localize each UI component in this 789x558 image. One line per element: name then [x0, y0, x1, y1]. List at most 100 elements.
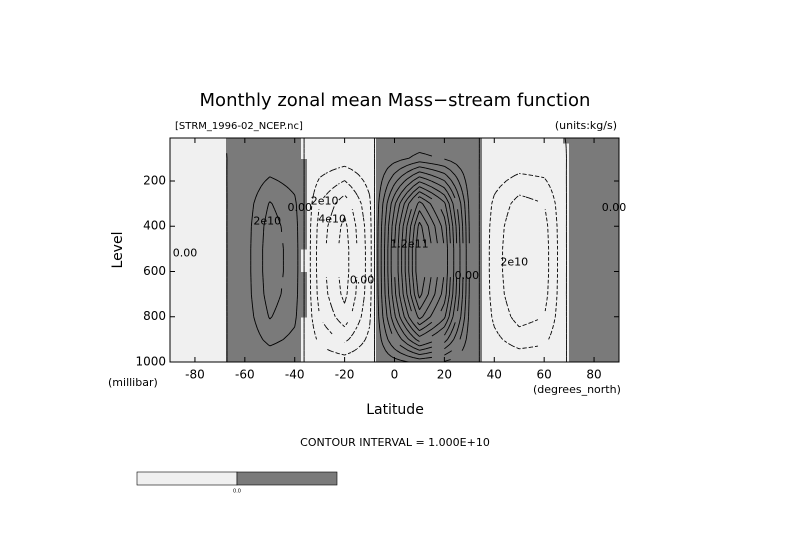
field-cell: [550, 271, 558, 278]
field-cell: [294, 153, 302, 159]
field-cell: [282, 288, 290, 295]
field-cell: [375, 265, 383, 273]
field-cell: [600, 197, 608, 205]
field-cell: [338, 311, 346, 318]
field-cell: [325, 186, 333, 193]
field-cell: [525, 277, 533, 284]
field-cell: [581, 138, 589, 144]
field-cell: [556, 138, 564, 144]
field-cell: [438, 138, 445, 144]
contour-line: [431, 180, 439, 185]
field-cell: [357, 265, 364, 273]
field-cell: [544, 153, 552, 159]
contour-line: [266, 203, 270, 210]
field-cell: [569, 260, 576, 267]
field-cell: [375, 254, 383, 261]
field-cell: [581, 180, 589, 188]
field-cell: [550, 226, 558, 233]
contour-line: [528, 197, 532, 200]
field-cell: [282, 153, 290, 159]
field-cell: [226, 231, 233, 239]
contour-line: [379, 333, 382, 340]
field-cell: [313, 192, 321, 199]
field-cell: [350, 186, 358, 193]
field-cell: [319, 148, 327, 154]
field-cell: [369, 299, 377, 307]
contour-line: [419, 344, 423, 347]
field-cell: [344, 197, 352, 205]
contour-line: [413, 171, 420, 176]
field-cell: [319, 254, 327, 261]
field-cell: [194, 294, 202, 301]
field-cell: [500, 220, 508, 227]
contour-line: [380, 180, 383, 187]
field-cell: [276, 311, 283, 318]
field-cell: [332, 237, 339, 244]
field-cell: [332, 192, 339, 199]
field-cell: [581, 356, 589, 363]
field-cell: [194, 186, 202, 193]
field-cell: [463, 356, 470, 363]
field-cell: [394, 197, 402, 205]
field-cell: [213, 305, 221, 312]
field-cell: [431, 186, 439, 193]
field-cell: [176, 254, 184, 261]
field-cell: [219, 265, 227, 273]
field-cell: [276, 248, 283, 256]
contour-line: [391, 220, 394, 227]
field-cell: [569, 180, 576, 188]
field-cell: [375, 345, 383, 352]
field-cell: [201, 148, 209, 154]
field-cell: [469, 350, 477, 357]
contour-line: [275, 339, 283, 344]
field-cell: [325, 333, 333, 340]
field-cell: [369, 282, 377, 290]
contour-line: [352, 327, 357, 334]
field-cell: [307, 186, 315, 193]
contour-line: [406, 203, 410, 210]
field-cell: [244, 180, 252, 188]
field-cell: [170, 356, 177, 363]
field-cell: [594, 138, 601, 144]
field-cell: [294, 322, 302, 329]
field-cell: [400, 350, 408, 357]
field-cell: [481, 231, 489, 239]
contour-line: [402, 192, 408, 199]
field-cell: [188, 339, 196, 346]
field-cell: [182, 248, 190, 256]
field-cell: [456, 277, 464, 284]
field-cell: [313, 197, 321, 205]
field-cell: [400, 237, 408, 244]
field-cell: [531, 226, 539, 233]
field-cell: [575, 322, 583, 329]
field-cell: [332, 243, 339, 250]
field-cell: [363, 143, 371, 149]
field-cell: [587, 231, 595, 239]
field-cell: [226, 254, 233, 261]
field-cell: [544, 299, 552, 307]
field-cell: [213, 322, 221, 329]
contour-line: [415, 203, 419, 210]
field-cell: [338, 197, 346, 205]
field-cell: [550, 277, 558, 284]
contour-line: [438, 164, 445, 167]
field-cell: [425, 197, 433, 205]
field-cell: [251, 169, 258, 176]
field-cell: [294, 180, 302, 188]
field-cell: [313, 339, 321, 346]
field-cell: [188, 350, 196, 357]
field-cell: [219, 186, 227, 193]
field-cell: [350, 260, 358, 267]
field-cell: [251, 192, 258, 199]
field-cell: [332, 260, 339, 267]
contour-line: [331, 169, 334, 171]
field-cell: [263, 158, 271, 165]
field-cell: [413, 243, 421, 250]
field-cell: [207, 214, 215, 222]
field-cell: [544, 237, 552, 244]
field-cell: [569, 214, 576, 222]
field-cell: [357, 158, 364, 165]
contour-line: [430, 186, 433, 188]
field-cell: [431, 260, 439, 267]
field-cell: [219, 333, 227, 340]
